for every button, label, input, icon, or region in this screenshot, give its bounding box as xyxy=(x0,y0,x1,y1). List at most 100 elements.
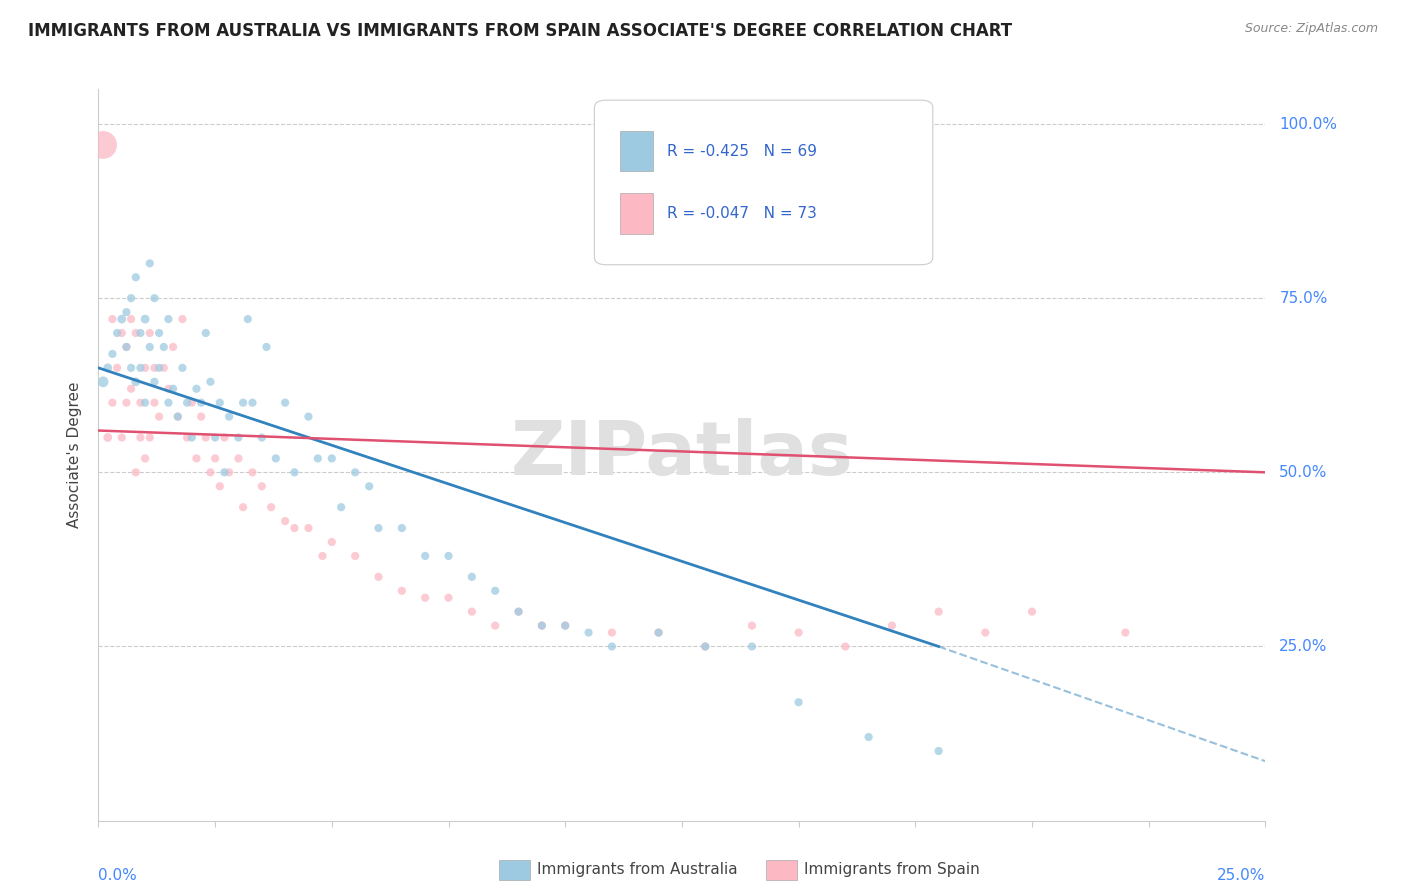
Point xyxy=(647,625,669,640)
Point xyxy=(139,256,162,270)
Point xyxy=(194,430,217,444)
Point xyxy=(508,605,530,619)
Point xyxy=(367,570,389,584)
Point xyxy=(413,591,436,605)
Point xyxy=(172,312,194,326)
Point xyxy=(111,430,134,444)
Point xyxy=(194,326,217,340)
Point xyxy=(125,326,148,340)
Point xyxy=(139,340,162,354)
Point xyxy=(162,382,184,396)
Point xyxy=(461,570,484,584)
Point xyxy=(974,625,997,640)
Text: Immigrants from Spain: Immigrants from Spain xyxy=(804,863,980,877)
Point xyxy=(134,312,156,326)
Point xyxy=(321,451,343,466)
Point xyxy=(834,640,856,654)
Point xyxy=(484,583,506,598)
Point xyxy=(344,549,367,563)
Point xyxy=(143,375,166,389)
Point xyxy=(134,395,156,409)
Point xyxy=(180,395,202,409)
Point xyxy=(787,695,810,709)
Text: 100.0%: 100.0% xyxy=(1279,117,1337,131)
Point xyxy=(204,451,226,466)
Point xyxy=(105,326,128,340)
Point xyxy=(600,625,623,640)
Point xyxy=(148,409,170,424)
Text: 25.0%: 25.0% xyxy=(1279,639,1327,654)
Point xyxy=(858,730,880,744)
Point xyxy=(176,395,198,409)
Point xyxy=(148,360,170,375)
Point xyxy=(256,340,278,354)
Point xyxy=(111,326,134,340)
Point xyxy=(157,395,180,409)
Point xyxy=(260,500,283,515)
Point xyxy=(695,640,717,654)
Point xyxy=(218,466,240,480)
Point xyxy=(143,291,166,305)
Point xyxy=(200,466,222,480)
Point xyxy=(186,382,208,396)
Point xyxy=(143,395,166,409)
Point xyxy=(129,395,152,409)
Text: 25.0%: 25.0% xyxy=(1218,868,1265,883)
Point xyxy=(115,340,138,354)
Point xyxy=(208,395,231,409)
Point xyxy=(311,549,333,563)
Point xyxy=(283,466,305,480)
Point xyxy=(139,430,162,444)
FancyBboxPatch shape xyxy=(620,194,652,234)
Point xyxy=(391,521,413,535)
Point xyxy=(152,360,174,375)
Point xyxy=(647,625,669,640)
Point xyxy=(1114,625,1136,640)
Point xyxy=(741,618,763,632)
Point xyxy=(600,640,623,654)
Point xyxy=(242,395,264,409)
Point xyxy=(157,382,180,396)
Point xyxy=(101,347,124,361)
Point xyxy=(250,430,273,444)
Point xyxy=(172,360,194,375)
Point xyxy=(787,625,810,640)
Point xyxy=(190,395,212,409)
Text: Immigrants from Australia: Immigrants from Australia xyxy=(537,863,738,877)
Point xyxy=(134,451,156,466)
Point xyxy=(176,430,198,444)
Point xyxy=(242,466,264,480)
Text: 0.0%: 0.0% xyxy=(98,868,138,883)
Point xyxy=(208,479,231,493)
Point xyxy=(115,305,138,319)
Point xyxy=(554,618,576,632)
Point xyxy=(101,395,124,409)
Point xyxy=(321,535,343,549)
Point xyxy=(101,312,124,326)
Point xyxy=(880,618,903,632)
Point xyxy=(162,340,184,354)
Point xyxy=(232,500,254,515)
Point xyxy=(120,360,142,375)
Point xyxy=(391,583,413,598)
Point xyxy=(297,409,319,424)
Point xyxy=(264,451,287,466)
Point xyxy=(139,326,162,340)
Point xyxy=(97,360,120,375)
Point xyxy=(157,312,180,326)
Point xyxy=(484,618,506,632)
Point xyxy=(115,395,138,409)
Point xyxy=(190,409,212,424)
Point xyxy=(115,340,138,354)
Point xyxy=(129,360,152,375)
Point xyxy=(214,466,236,480)
Point xyxy=(307,451,329,466)
Point xyxy=(120,312,142,326)
Text: 75.0%: 75.0% xyxy=(1279,291,1327,306)
Point xyxy=(554,618,576,632)
Point xyxy=(143,360,166,375)
Point xyxy=(97,430,120,444)
Point xyxy=(928,605,950,619)
Point xyxy=(91,137,114,152)
Point xyxy=(344,466,367,480)
